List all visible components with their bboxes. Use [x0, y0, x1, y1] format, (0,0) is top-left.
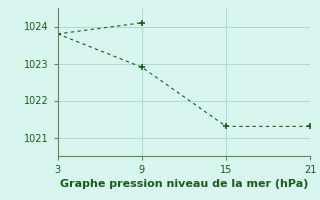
- X-axis label: Graphe pression niveau de la mer (hPa): Graphe pression niveau de la mer (hPa): [60, 179, 308, 189]
